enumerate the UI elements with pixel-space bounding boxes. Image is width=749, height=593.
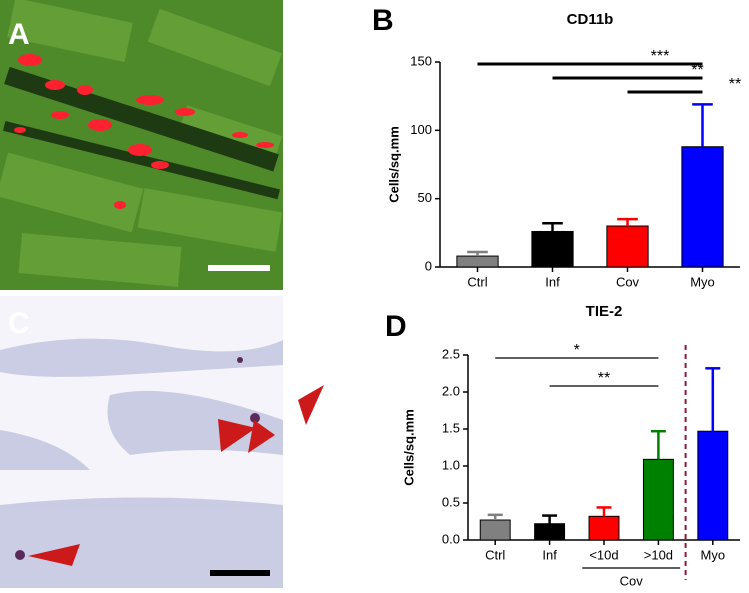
- y-tick-label: 100: [410, 122, 432, 137]
- y-tick-label: 0.0: [442, 531, 460, 546]
- y-tick-label: 0.5: [442, 494, 460, 509]
- y-tick-label: 1.5: [442, 420, 460, 435]
- y-tick-label: 0: [425, 258, 432, 273]
- bar: [588, 515, 620, 541]
- chart-title: CD11b: [567, 11, 614, 28]
- panel-label: C: [8, 307, 30, 340]
- panel-label: D: [385, 310, 407, 343]
- y-tick-label: 50: [418, 190, 432, 205]
- significance-label: **: [691, 62, 703, 79]
- significance-label: **: [598, 370, 610, 387]
- bar: [606, 225, 649, 268]
- micrograph-a: [0, 0, 283, 290]
- x-tick-label: <10d: [589, 547, 618, 562]
- bar: [534, 523, 566, 541]
- bar: [531, 230, 574, 268]
- bar: [456, 255, 499, 268]
- micrograph-c: [0, 296, 324, 588]
- x-tick-label: Inf: [545, 274, 560, 289]
- x-tick-label: Ctrl: [485, 547, 505, 562]
- x-tick-label: >10d: [644, 547, 673, 562]
- y-tick-label: 150: [410, 53, 432, 68]
- y-tick-label: 2.0: [442, 383, 460, 398]
- significance-label: *: [574, 342, 580, 359]
- y-tick-label: 2.5: [442, 346, 460, 361]
- panel-label: B: [372, 4, 394, 37]
- x-tick-label: Cov: [616, 274, 640, 289]
- bar: [642, 458, 674, 541]
- bar: [681, 146, 724, 268]
- bar: [697, 430, 729, 541]
- x-tick-label: Myo: [701, 547, 726, 562]
- group-label: Cov: [620, 573, 644, 588]
- x-tick-label: Ctrl: [467, 274, 487, 289]
- y-tick-label: 1.0: [442, 457, 460, 472]
- significance-label: **: [729, 76, 741, 93]
- chart-title: TIE-2: [586, 303, 623, 320]
- panel-label: A: [8, 18, 30, 51]
- x-tick-label: Myo: [690, 274, 715, 289]
- x-tick-label: Inf: [542, 547, 557, 562]
- y-axis-label: Cells/sq.mm: [401, 409, 416, 486]
- significance-label: ***: [651, 48, 670, 65]
- bar: [479, 519, 511, 541]
- y-axis-label: Cells/sq.mm: [386, 126, 401, 203]
